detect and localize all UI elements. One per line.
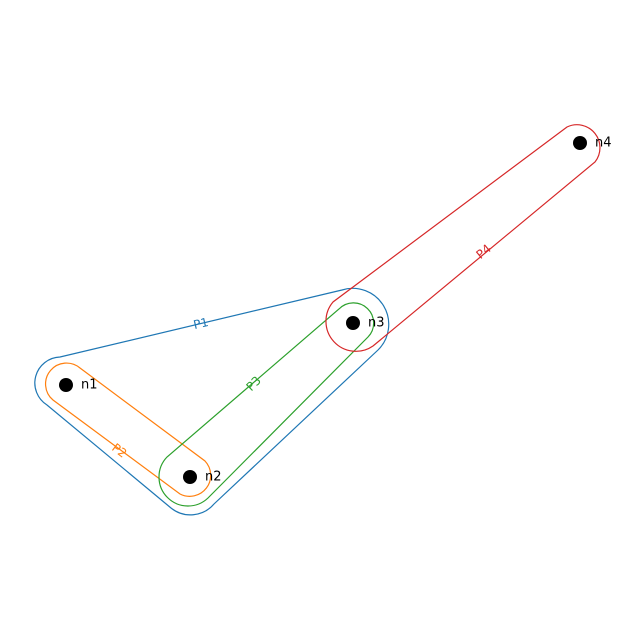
node-n2-label: n2 [205, 470, 222, 485]
node-n1-label: n1 [81, 378, 98, 393]
node-n1: n1 [59, 378, 98, 393]
hyperedge-p2-outline [44, 362, 212, 497]
node-n4: n4 [573, 136, 612, 151]
hyperedge-p1-label: P1 [192, 315, 210, 332]
node-n3-marker [346, 316, 360, 330]
node-n2-marker [183, 470, 197, 484]
hyperedge-p4-label: P4 [473, 241, 493, 261]
node-n3: n3 [346, 316, 385, 331]
node-n3-label: n3 [368, 316, 385, 331]
node-n1-marker [59, 378, 73, 392]
hyperedge-p3-outline [158, 302, 375, 507]
node-n4-marker [573, 136, 587, 150]
node-n4-label: n4 [595, 136, 612, 151]
hyperedge-p1-outline [34, 287, 390, 516]
node-n2: n2 [183, 470, 222, 485]
hyperedge-p1: P1 [34, 287, 390, 516]
hyperedge-p4-outline [325, 124, 601, 352]
